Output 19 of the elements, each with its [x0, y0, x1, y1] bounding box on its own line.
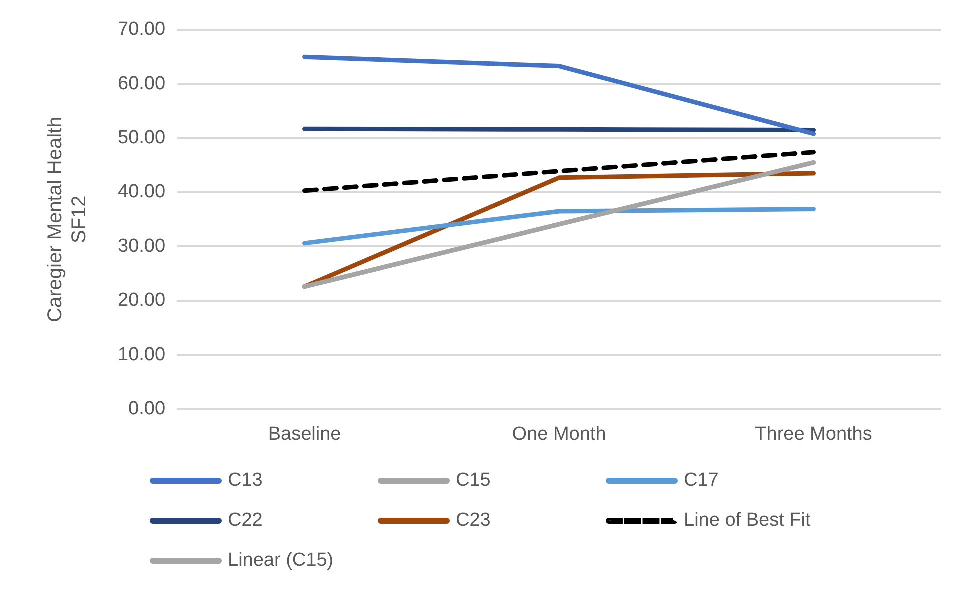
legend-label: C13: [228, 470, 263, 492]
y-tick-label: 50.00: [118, 128, 166, 149]
y-tick-label: 20.00: [118, 290, 166, 312]
y-axis-title: Caregier Mental Health SF12: [44, 116, 91, 322]
x-tick-label: Three Months: [755, 424, 872, 445]
y-tick-label: 30.00: [118, 236, 166, 257]
legend-label: C15: [456, 470, 491, 492]
y-tick-label: 10.00: [118, 344, 166, 366]
y-tick-label: 60.00: [118, 73, 166, 94]
legend-label: C17: [684, 470, 719, 492]
y-tick-label: 0.00: [128, 398, 166, 420]
legend-label: Linear (C15): [228, 550, 334, 572]
y-tick-label: 70.00: [118, 19, 166, 40]
legend-label: Line of Best Fit: [684, 510, 811, 532]
legend-label: C23: [456, 510, 491, 532]
y-tick-label: 40.00: [118, 182, 166, 203]
legend-label: C22: [228, 510, 263, 532]
x-tick-label: Baseline: [268, 424, 342, 445]
x-tick-label: One Month: [512, 424, 606, 445]
